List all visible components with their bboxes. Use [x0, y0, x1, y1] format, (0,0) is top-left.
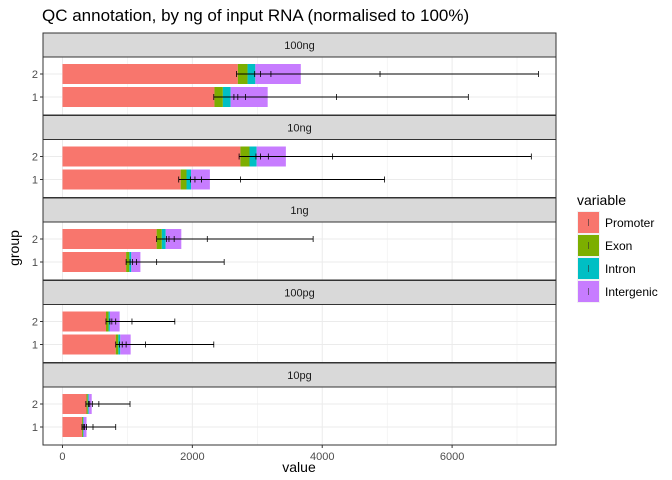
facet-strip-label: 10ng — [287, 123, 311, 135]
bar-promoter — [62, 252, 127, 272]
facet-10pg: 10pg 2 1 — [32, 362, 557, 446]
x-axis-title: value — [282, 459, 316, 475]
y-tick-label: 2 — [32, 317, 38, 329]
legend-label-intron: Intron — [605, 262, 636, 276]
x-tick-label: 6000 — [440, 451, 464, 463]
x-tick-label: 4000 — [310, 451, 334, 463]
facet-strip-label: 100pg — [284, 288, 315, 300]
bar-promoter — [62, 311, 106, 332]
bar-promoter — [62, 64, 238, 84]
y-tick-label: 1 — [32, 422, 38, 434]
panel-background — [43, 387, 556, 445]
legend-label-intergenic: Intergenic — [605, 285, 658, 299]
facet-100pg: 100pg 2 1 — [32, 280, 557, 363]
y-tick-label: 1 — [32, 175, 38, 187]
legend-title: variable — [577, 192, 626, 208]
facet-strip-label: 100ng — [284, 40, 315, 52]
legend-label-promoter: Promoter — [605, 216, 654, 230]
y-tick-label: 2 — [32, 234, 38, 246]
bar-promoter — [62, 146, 241, 167]
y-tick-label: 1 — [32, 257, 38, 269]
y-tick-label: 2 — [32, 69, 38, 81]
facet-100ng: 100ng 2 1 — [32, 32, 557, 116]
y-tick-label: 2 — [32, 399, 38, 411]
bar-promoter — [62, 169, 181, 190]
facet-1ng: 1ng 2 1 — [32, 197, 557, 281]
facet-strip — [42, 280, 557, 305]
facet-10ng: 10ng 2 1 — [32, 115, 557, 198]
facet-strip-label: 10pg — [287, 370, 311, 382]
x-tick-label: 2000 — [180, 451, 204, 463]
y-tick-label: 2 — [32, 152, 38, 164]
facet-panels: 100ng 2 1 10ng 2 1 1ng 2 1 100pg 2 1 10pg 2 1 — [32, 32, 557, 446]
x-axis: 0 2000 4000 6000 — [59, 445, 464, 463]
bar-promoter — [62, 394, 87, 414]
x-tick-label: 0 — [59, 451, 65, 463]
legend-label-exon: Exon — [605, 239, 632, 253]
facet-strip-label: 1ng — [290, 205, 308, 217]
bar-promoter — [62, 87, 215, 107]
y-tick-label: 1 — [32, 92, 38, 104]
y-tick-label: 1 — [32, 340, 38, 352]
bar-promoter — [62, 417, 82, 437]
bar-promoter — [62, 229, 157, 249]
bar-promoter — [62, 334, 116, 355]
panel-border — [42, 386, 557, 446]
legend: variable Promoter Exon Intron Intergenic — [577, 192, 658, 303]
y-axis-title: group — [6, 230, 22, 266]
chart-title: QC annotation, by ng of input RNA (norma… — [42, 6, 469, 25]
facet-strip — [42, 32, 557, 58]
facet-strip — [42, 362, 557, 388]
facet-strip — [42, 197, 557, 223]
